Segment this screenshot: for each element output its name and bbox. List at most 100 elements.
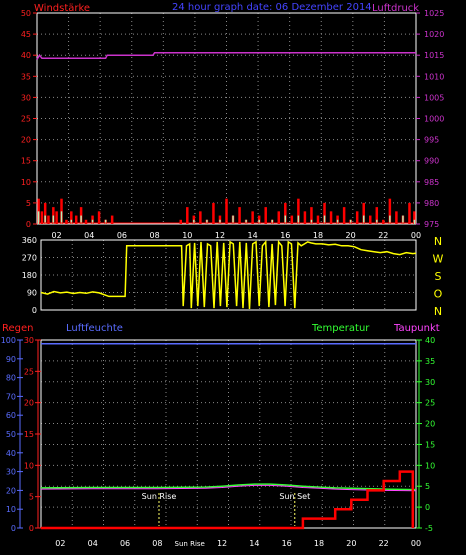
- humidity-tick-label: 70: [6, 392, 16, 401]
- rain-tick-label: 5: [29, 493, 34, 502]
- pressure-tick-label: 1020: [424, 30, 444, 39]
- wind-tick-label: 30: [21, 93, 31, 102]
- pressure-tick-label: 985: [424, 178, 439, 187]
- bottom-time-tick-label: 00: [411, 539, 421, 548]
- pressure-tick-label: 1005: [424, 93, 444, 102]
- rain-tick-label: 20: [24, 399, 34, 408]
- climate-series: Sun Rise Sun Set: [40, 343, 417, 530]
- pressure-line: [36, 51, 416, 60]
- humidity-tick-label: 100: [1, 336, 16, 345]
- rain-tick-label: 30: [24, 336, 34, 345]
- humidity-tick-label: 10: [6, 505, 16, 514]
- pressure-axis: 975 980 985 990 995 1000 1005 1010 1015 1020 1025: [416, 9, 444, 229]
- compass-label: S: [435, 270, 442, 283]
- rain-legend: Regen: [2, 323, 34, 334]
- rain-tick-label: 15: [24, 430, 34, 439]
- bottom-time-tick-label: 06: [120, 539, 130, 548]
- temperature-tick-label: 0: [425, 503, 430, 512]
- compass-label: W: [433, 253, 444, 266]
- top-time-tick-label: 16: [280, 231, 290, 240]
- chart-title: 24 hour graph date: 06 Dezember 2014: [172, 2, 372, 13]
- humidity-tick-label: 80: [6, 374, 16, 383]
- time-axis-top: 02 04 06 08 10 12 14 16 18 20 22 00: [52, 231, 422, 240]
- climate-grid: [41, 340, 416, 528]
- top-time-tick-label: 04: [84, 231, 94, 240]
- humidity-tick-label: 20: [6, 486, 16, 495]
- pressure-tick-label: 975: [424, 220, 439, 229]
- wind-tick-label: 50: [21, 9, 31, 18]
- humidity-legend: Luftfeuchte: [66, 323, 123, 334]
- humidity-tick-label: 50: [6, 430, 16, 439]
- wind-tick-label: 40: [21, 51, 31, 60]
- humidity-tick-label: 30: [6, 468, 16, 477]
- temperature-tick-label: 40: [425, 336, 435, 345]
- wind-axis: 0 5 10 15 20 25 30 35 40 45 50: [21, 9, 37, 229]
- top-time-tick-label: 14: [248, 231, 258, 240]
- pressure-tick-label: 1000: [424, 115, 444, 124]
- wind-tick-label: 20: [21, 136, 31, 145]
- bottom-time-tick-label: 12: [217, 539, 227, 548]
- pressure-header-label: Luftdruck: [372, 3, 419, 14]
- top-time-tick-label: 08: [150, 231, 160, 240]
- direction-series: [40, 239, 417, 310]
- top-time-tick-label: 22: [378, 231, 388, 240]
- wind-tick-label: 15: [21, 157, 31, 166]
- wind-tick-label: 45: [21, 30, 31, 39]
- top-time-tick-label: 06: [117, 231, 127, 240]
- direction-tick-label: 180: [22, 271, 37, 280]
- direction-tick-label: 360: [22, 236, 37, 245]
- wind-tick-label: 25: [21, 115, 31, 124]
- pressure-tick-label: 1010: [424, 72, 444, 81]
- humidity-tick-label: 90: [6, 355, 16, 364]
- top-time-tick-label: 12: [215, 231, 225, 240]
- bottom-time-tick-label: 02: [55, 539, 65, 548]
- direction-grid: [41, 240, 416, 310]
- humidity-tick-label: 60: [6, 411, 16, 420]
- temperature-tick-label: 10: [425, 461, 435, 470]
- direction-tick-label: 0: [32, 306, 37, 315]
- dewpoint-line: [40, 484, 417, 492]
- humidity-tick-label: 40: [6, 449, 16, 458]
- direction-tick-label: 90: [27, 289, 37, 298]
- top-time-tick-label: 18: [313, 231, 323, 240]
- wind-tick-label: 5: [26, 199, 31, 208]
- temperature-tick-label: 30: [425, 378, 435, 387]
- dewpoint-legend: Taupunkt: [393, 323, 440, 334]
- wind-tick-label: 10: [21, 178, 31, 187]
- time-axis-bottom: 02 04 06 08 Sun Rise 12 14 16 18 20 22 00: [55, 539, 421, 548]
- temperature-tick-label: 15: [425, 440, 435, 449]
- pressure-tick-label: 980: [424, 199, 439, 208]
- temperature-tick-label: 35: [425, 357, 435, 366]
- temperature-legend: Temperatur: [311, 323, 370, 334]
- temperature-axis: -5 0 5 10 15 20 25 30 35 40: [416, 336, 435, 533]
- bottom-time-tick-label: 22: [379, 539, 389, 548]
- temperature-tick-label: 5: [425, 482, 430, 491]
- bottom-time-tick-label: 08: [152, 539, 162, 548]
- rain-tick-label: 10: [24, 461, 34, 470]
- bottom-time-tick-label: 14: [249, 539, 259, 548]
- pressure-tick-label: 990: [424, 157, 439, 166]
- pressure-tick-label: 1025: [424, 9, 444, 18]
- top-time-tick-label: 10: [182, 231, 192, 240]
- rain-tick-label: 0: [29, 524, 34, 533]
- temperature-line: [40, 483, 417, 491]
- bottom-time-tick-label: 20: [346, 539, 356, 548]
- wind-direction-line: [40, 239, 417, 310]
- top-time-tick-label: 02: [52, 231, 62, 240]
- direction-axis: 0 90 180 270 360: [22, 236, 37, 315]
- bottom-time-tick-label: 18: [314, 539, 324, 548]
- temperature-tick-label: 20: [425, 420, 435, 429]
- pressure-tick-label: 1015: [424, 51, 444, 60]
- bottom-time-tick-label: 16: [282, 539, 292, 548]
- pressure-tick-label: 995: [424, 136, 439, 145]
- rain-line: [41, 470, 415, 530]
- compass-label: N: [434, 235, 442, 248]
- top-time-tick-label: 00: [411, 231, 421, 240]
- rain-axis: 0 5 10 15 20 25 30: [24, 336, 41, 533]
- direction-tick-label: 270: [22, 254, 37, 263]
- wind-tick-label: 35: [21, 72, 31, 81]
- humidity-axis: 0 10 20 30 40 50 60 70 80 90 100: [1, 336, 23, 533]
- sun-rise-label: Sun Rise: [142, 492, 177, 501]
- sun-set-label: Sun Set: [279, 492, 310, 501]
